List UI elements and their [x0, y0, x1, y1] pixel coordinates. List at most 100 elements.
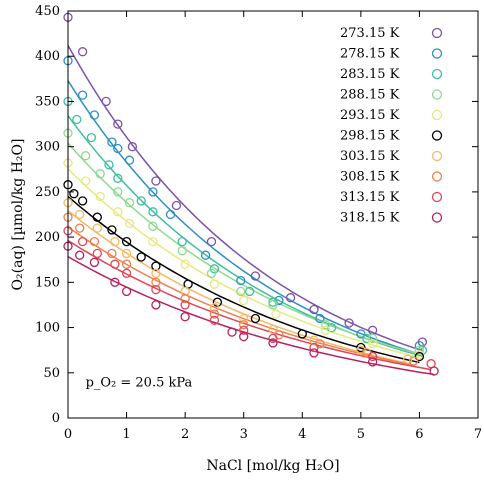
data-point: [89, 110, 100, 120]
data-point: [344, 318, 354, 328]
x-tick-label: 5: [357, 427, 365, 442]
legend-marker: [431, 89, 443, 100]
data-point: [92, 223, 102, 233]
data-point: [113, 207, 123, 217]
data-point: [75, 250, 85, 260]
data-point: [239, 320, 249, 330]
data-point: [367, 357, 378, 367]
data-point: [250, 313, 261, 324]
data-point: [136, 252, 146, 262]
data-point: [104, 160, 114, 170]
y-tick-label: 0: [52, 411, 60, 426]
data-point: [180, 300, 190, 310]
legend-marker: [431, 150, 443, 162]
data-point: [268, 300, 278, 310]
data-point: [180, 312, 190, 322]
legend-label: 313.15 K: [340, 190, 400, 205]
data-point: [113, 187, 123, 197]
legend-label: 288.15 K: [340, 88, 400, 103]
data-point: [268, 333, 278, 344]
data-point: [227, 327, 237, 337]
data-point: [89, 236, 100, 247]
y-tick-label: 400: [35, 49, 60, 64]
fit-curve: [67, 226, 414, 366]
x-tick-label: 1: [122, 427, 130, 442]
legend-marker: [431, 27, 443, 39]
data-point: [209, 309, 220, 319]
data-point: [124, 198, 135, 208]
data-point: [309, 348, 319, 358]
data-point: [124, 218, 135, 229]
x-axis-label: NaCl [mol/kg H₂O]: [206, 458, 339, 474]
data-point: [271, 309, 281, 319]
data-point: [274, 295, 284, 306]
data-point: [107, 137, 117, 147]
data-point: [239, 325, 249, 335]
data-point: [86, 132, 97, 143]
data-point: [110, 259, 120, 269]
data-point: [356, 345, 366, 355]
data-point: [209, 279, 220, 289]
data-point: [414, 340, 425, 351]
x-tick-label: 0: [64, 427, 72, 442]
data-point: [151, 284, 161, 295]
data-point: [177, 246, 187, 256]
data-point: [92, 212, 102, 222]
data-point: [309, 304, 319, 315]
data-point: [107, 248, 117, 259]
data-point: [236, 286, 246, 297]
x-tick-label: 6: [415, 427, 423, 442]
fit-curve: [67, 45, 423, 352]
legend: 273.15 K 278.15 K 283.15 K 288.15 K 293.15 K…: [340, 26, 443, 226]
data-point: [95, 169, 105, 179]
data-point: [124, 155, 135, 165]
x-axis-ticks: 0 1 2 3 4 5 6 7: [64, 11, 482, 442]
legend-label: 318.15 K: [340, 211, 400, 226]
data-point: [212, 297, 223, 307]
data-point: [113, 173, 123, 183]
legend-label: 303.15 K: [340, 149, 400, 164]
data-point: [92, 248, 102, 259]
data-point: [72, 114, 82, 125]
data-point: [77, 90, 88, 100]
data-point: [80, 151, 91, 161]
data-point: [110, 277, 120, 287]
data-point: [180, 293, 190, 304]
data-point: [95, 191, 105, 202]
x-tick-label: 2: [181, 427, 189, 442]
data-point: [315, 313, 325, 324]
data-point: [113, 119, 123, 129]
data-point: [77, 196, 88, 206]
data-point: [148, 187, 158, 197]
data-point: [113, 143, 123, 154]
x-tick-label: 4: [298, 427, 306, 442]
data-point: [429, 366, 439, 376]
data-point: [148, 221, 158, 231]
data-point: [362, 333, 372, 344]
legend-marker: [431, 171, 443, 182]
data-point: [151, 300, 161, 310]
legend-label: 293.15 K: [340, 108, 400, 123]
legend-label: 273.15 K: [340, 26, 400, 41]
x-tick-label: 3: [240, 427, 248, 442]
data-point: [89, 257, 100, 268]
data-point: [239, 331, 249, 342]
data-point: [107, 225, 117, 235]
data-point: [408, 356, 419, 366]
data-point: [77, 47, 88, 57]
data-point: [244, 286, 255, 297]
data-point: [367, 339, 378, 349]
data-point: [148, 236, 158, 247]
data-point: [80, 176, 91, 186]
data-point: [268, 324, 278, 335]
plot-frame: [67, 10, 479, 419]
data-point: [321, 320, 331, 330]
data-point: [356, 329, 366, 339]
data-point: [297, 329, 307, 339]
data-point: [101, 96, 111, 107]
y-tick-label: 300: [35, 140, 60, 155]
data-point: [121, 286, 132, 297]
data-point: [206, 236, 217, 247]
